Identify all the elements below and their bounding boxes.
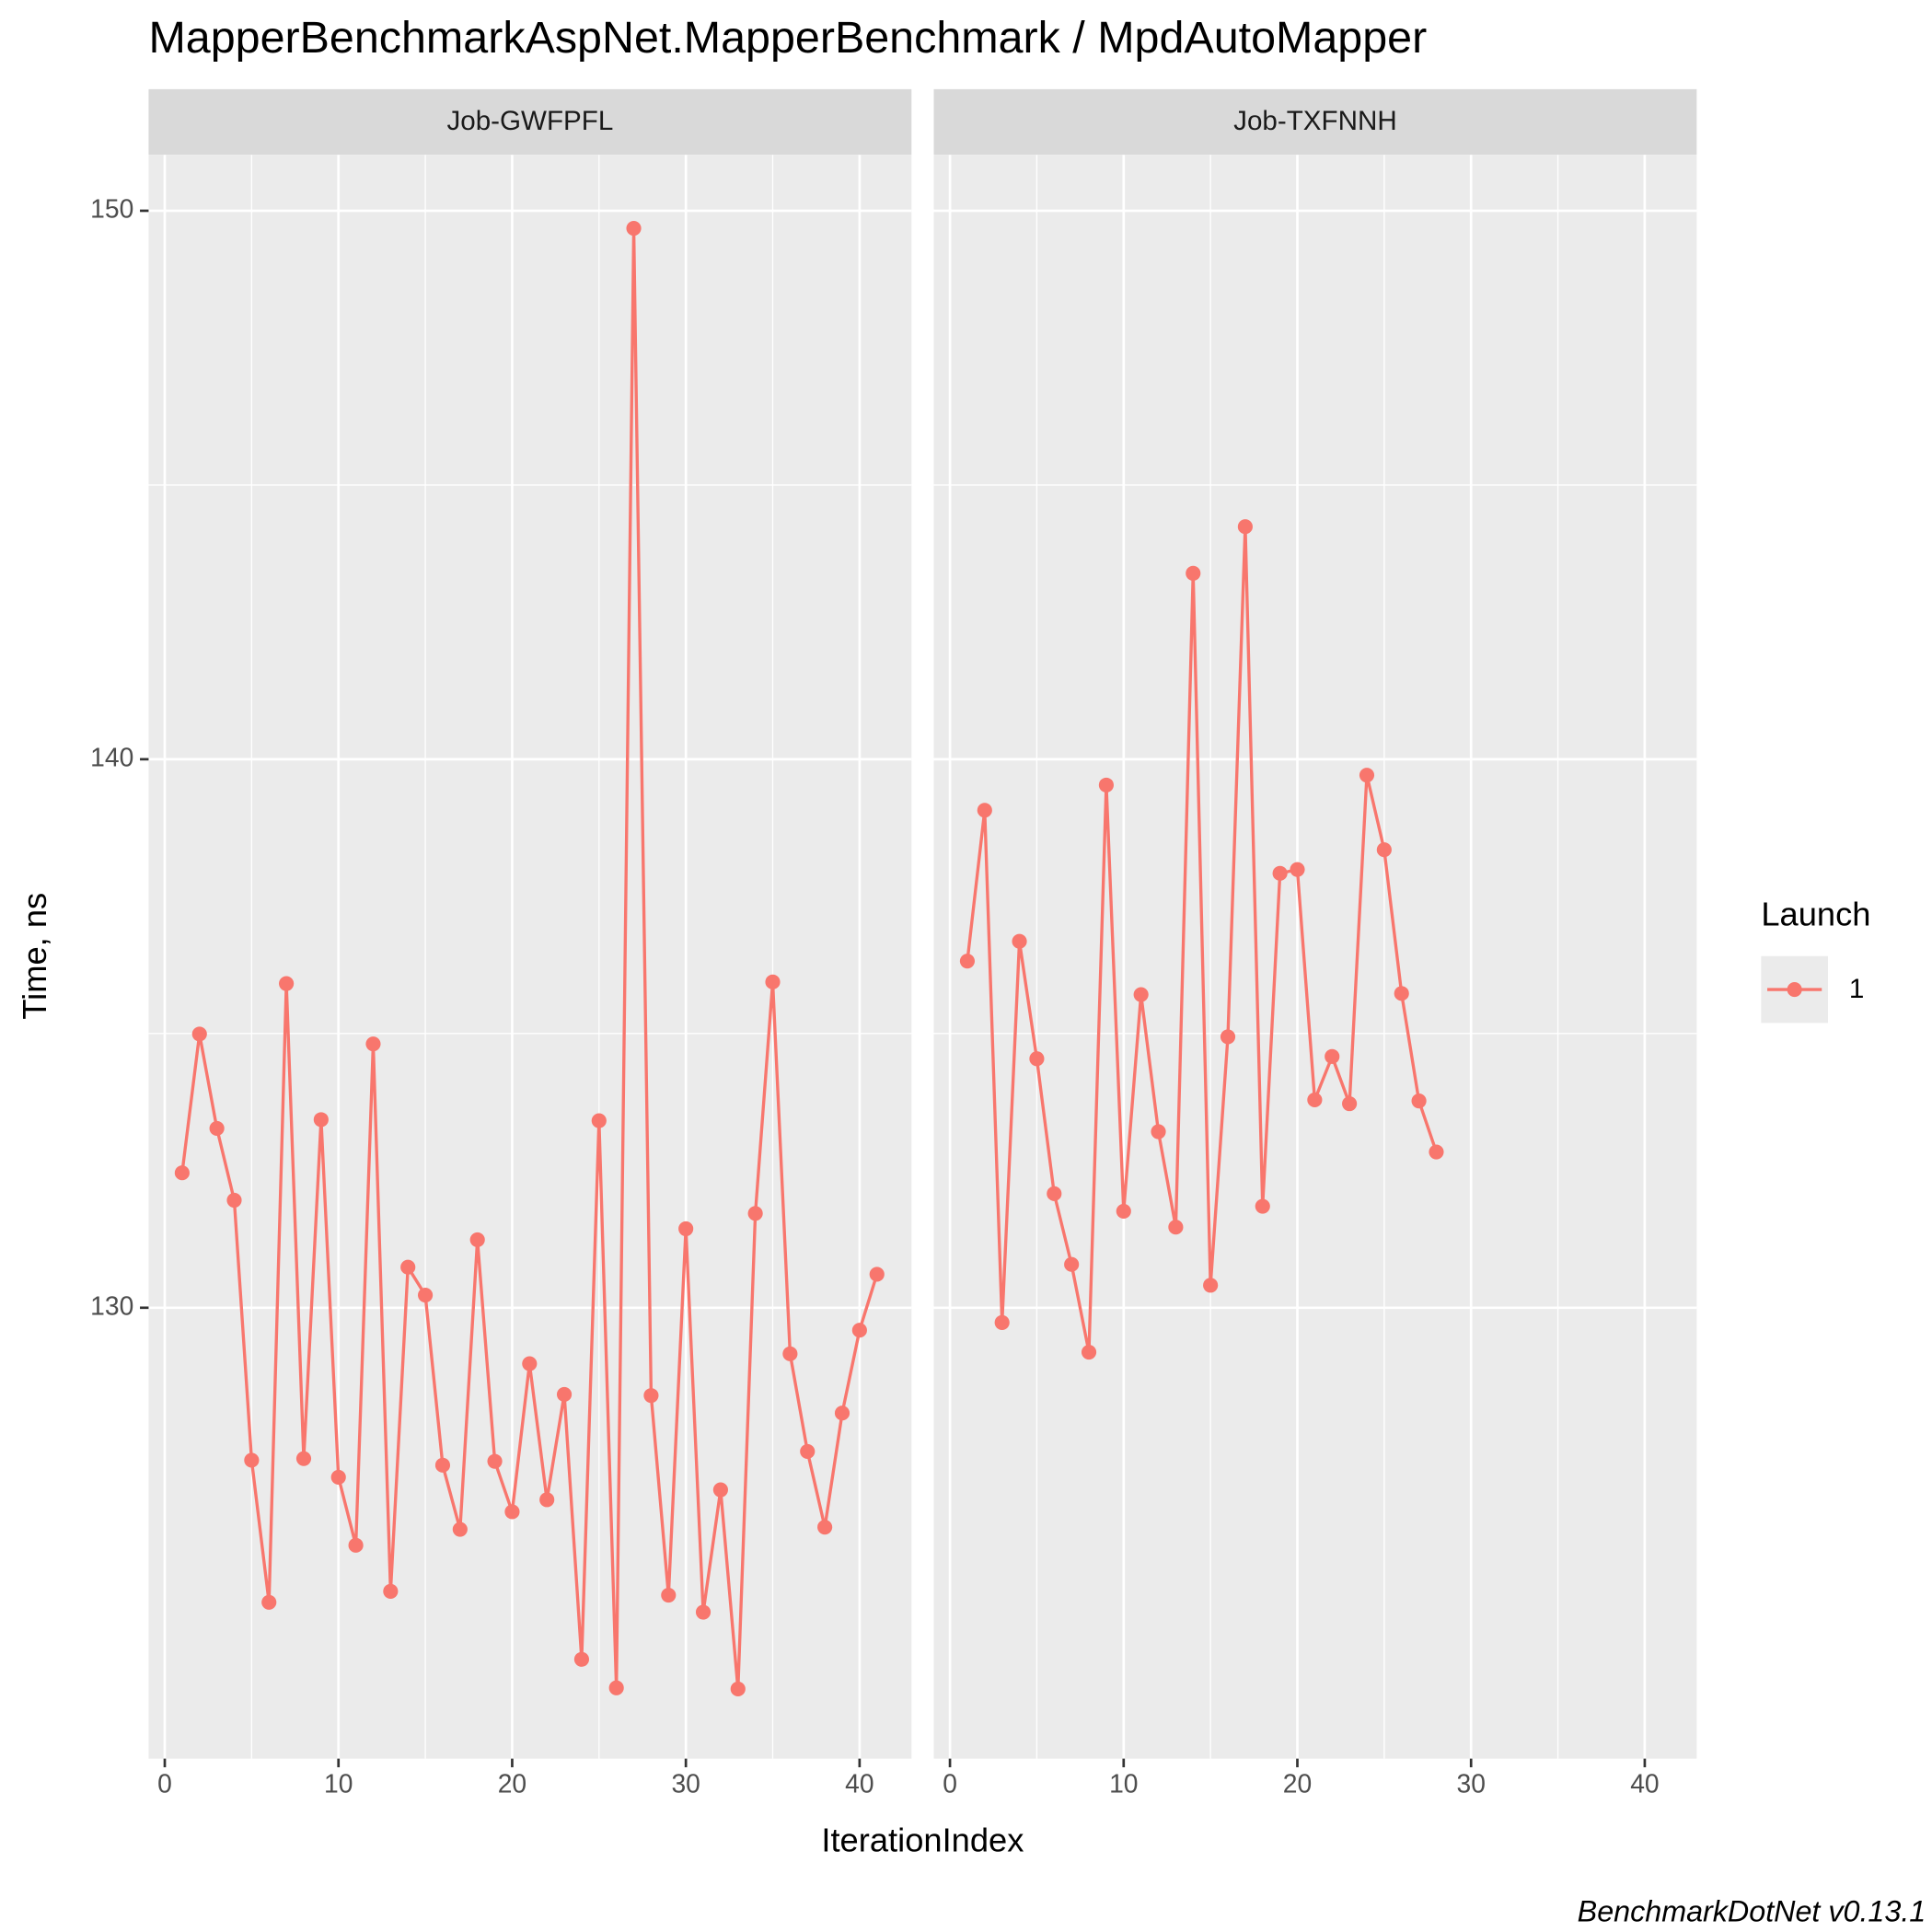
point: [1376, 842, 1392, 858]
point: [174, 1165, 190, 1181]
point: [1203, 1278, 1219, 1293]
point: [1168, 1220, 1184, 1235]
point: [1290, 862, 1305, 877]
chart-title: MapperBenchmarkAspNet.MapperBenchmark / …: [148, 13, 1427, 63]
point: [747, 1206, 763, 1221]
point: [626, 220, 642, 237]
point: [817, 1520, 833, 1535]
point: [383, 1583, 399, 1599]
point: [1047, 1186, 1062, 1201]
point: [834, 1406, 850, 1421]
point: [1342, 1096, 1358, 1112]
point: [1012, 933, 1027, 949]
point: [244, 1452, 260, 1468]
point: [295, 1451, 312, 1466]
point: [643, 1388, 659, 1404]
point: [330, 1469, 346, 1485]
point: [1411, 1093, 1427, 1109]
point: [869, 1267, 885, 1282]
line: [966, 526, 1439, 1353]
x-tick-label: 0: [157, 1769, 172, 1799]
point: [1029, 1051, 1045, 1067]
x-tick-label: 40: [845, 1769, 873, 1799]
point: [226, 1192, 242, 1209]
x-axis-label: IterationIndex: [821, 1822, 1024, 1859]
point: [765, 974, 781, 989]
point: [1237, 519, 1253, 535]
x-tick-label: 40: [1630, 1769, 1659, 1799]
point: [539, 1492, 555, 1508]
point: [1255, 1198, 1270, 1214]
point: [1359, 768, 1375, 783]
point: [487, 1453, 503, 1469]
point: [712, 1482, 728, 1498]
y-tick-label: 140: [90, 742, 133, 771]
point: [1220, 1029, 1236, 1045]
panel: [933, 155, 1697, 1759]
point: [1098, 777, 1114, 792]
point: [782, 1346, 798, 1361]
point: [591, 1113, 607, 1128]
point: [1081, 1344, 1097, 1360]
point: [695, 1604, 711, 1620]
y-tick-label: 130: [90, 1290, 133, 1320]
point: [1394, 986, 1409, 1001]
legend-title: Launch: [1761, 895, 1870, 932]
point: [730, 1681, 746, 1697]
caption: BenchmarkDotNet v0.13.1: [1578, 1894, 1926, 1927]
point: [504, 1504, 520, 1520]
strip-label: Job-TXFNNH: [1233, 106, 1397, 136]
point: [977, 803, 992, 818]
point: [434, 1457, 451, 1473]
point: [1272, 865, 1288, 881]
point: [608, 1680, 624, 1695]
point: [661, 1587, 677, 1603]
point: [959, 954, 976, 969]
point: [261, 1594, 277, 1610]
x-tick-label: 30: [1456, 1769, 1485, 1799]
point: [1151, 1124, 1166, 1140]
point: [556, 1386, 573, 1403]
strip: [933, 88, 1697, 156]
x-tick-label: 30: [671, 1769, 700, 1799]
x-tick-label: 10: [324, 1769, 353, 1799]
point: [313, 1112, 329, 1128]
point: [365, 1036, 381, 1052]
x-tick-label: 20: [498, 1769, 526, 1799]
x-tick-label: 10: [1109, 1769, 1138, 1799]
point: [800, 1443, 816, 1459]
x-tick-label: 20: [1283, 1769, 1312, 1799]
point: [348, 1537, 364, 1553]
point: [1429, 1144, 1444, 1160]
point: [191, 1026, 207, 1042]
point: [851, 1323, 867, 1338]
point: [1307, 1092, 1323, 1108]
point: [452, 1521, 468, 1537]
legend-label: 1: [1849, 974, 1864, 1004]
y-tick-label: 150: [90, 193, 133, 223]
point: [279, 976, 295, 991]
strip: [148, 88, 912, 156]
point: [1064, 1256, 1080, 1272]
point: [1116, 1203, 1131, 1219]
point: [209, 1120, 225, 1137]
panel: [148, 155, 912, 1759]
point: [522, 1356, 538, 1371]
point: [400, 1259, 416, 1275]
strip-label: Job-GWFPFL: [446, 106, 613, 136]
point: [994, 1314, 1010, 1330]
point: [1133, 987, 1149, 1002]
x-tick-label: 0: [943, 1769, 957, 1799]
point: [678, 1221, 694, 1237]
point: [469, 1232, 485, 1247]
y-axis-label: Time, ns: [16, 893, 53, 1020]
point: [1325, 1048, 1340, 1064]
legend-point: [1787, 981, 1802, 998]
point: [418, 1288, 434, 1303]
point: [573, 1651, 590, 1667]
point: [1186, 565, 1201, 581]
